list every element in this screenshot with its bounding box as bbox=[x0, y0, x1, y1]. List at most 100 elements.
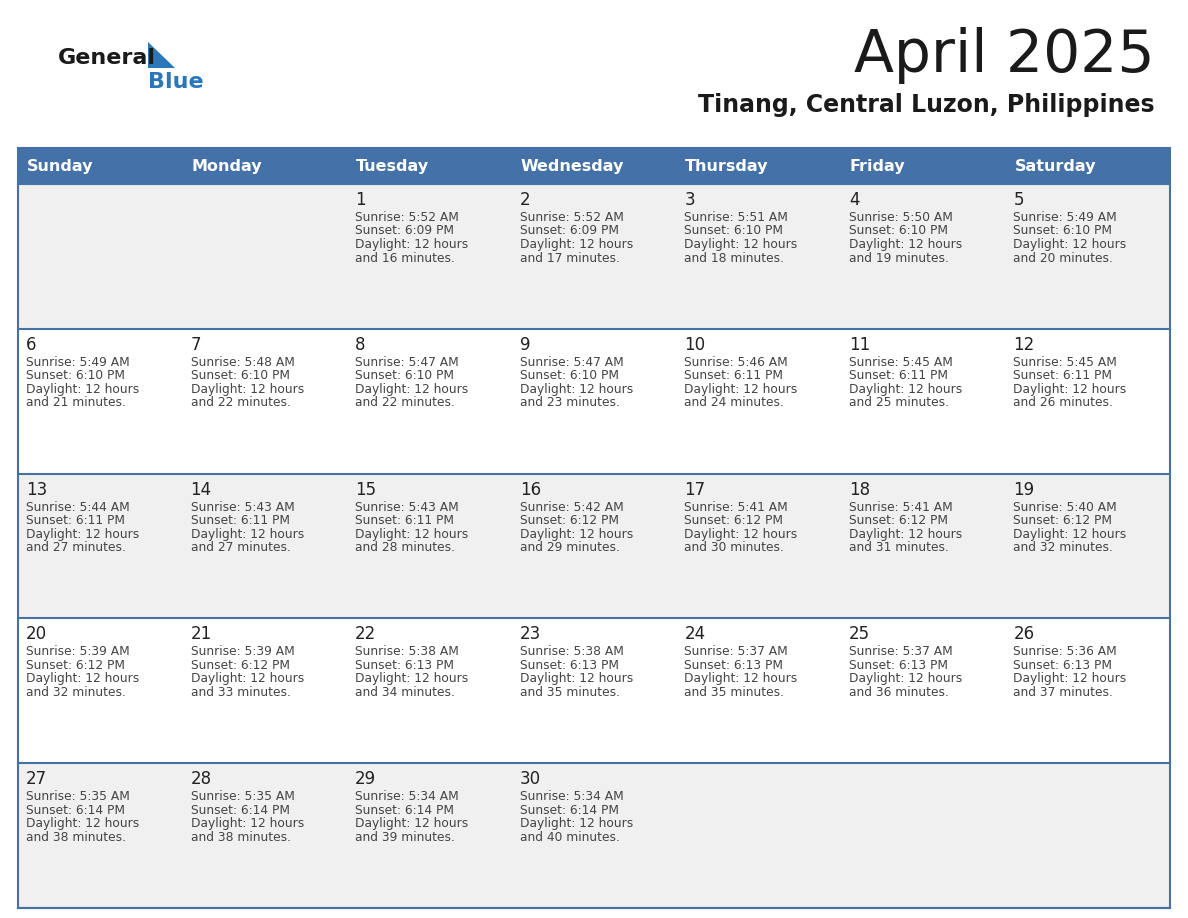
Text: Sunrise: 5:38 AM: Sunrise: 5:38 AM bbox=[355, 645, 459, 658]
Text: Sunrise: 5:41 AM: Sunrise: 5:41 AM bbox=[684, 500, 788, 513]
Text: 3: 3 bbox=[684, 191, 695, 209]
FancyBboxPatch shape bbox=[18, 329, 1170, 474]
Text: and 27 minutes.: and 27 minutes. bbox=[26, 541, 126, 554]
Text: and 18 minutes.: and 18 minutes. bbox=[684, 252, 784, 264]
Text: 9: 9 bbox=[519, 336, 530, 353]
Text: 20: 20 bbox=[26, 625, 48, 644]
Text: Daylight: 12 hours: Daylight: 12 hours bbox=[684, 528, 797, 541]
Text: Sunrise: 5:45 AM: Sunrise: 5:45 AM bbox=[1013, 356, 1117, 369]
Text: Sunrise: 5:46 AM: Sunrise: 5:46 AM bbox=[684, 356, 788, 369]
Text: Sunrise: 5:43 AM: Sunrise: 5:43 AM bbox=[190, 500, 295, 513]
Text: 4: 4 bbox=[849, 191, 859, 209]
Text: and 39 minutes.: and 39 minutes. bbox=[355, 831, 455, 844]
Text: Sunset: 6:14 PM: Sunset: 6:14 PM bbox=[190, 803, 290, 817]
Text: and 35 minutes.: and 35 minutes. bbox=[519, 686, 620, 699]
Text: 14: 14 bbox=[190, 481, 211, 498]
Text: Daylight: 12 hours: Daylight: 12 hours bbox=[849, 383, 962, 396]
Text: 10: 10 bbox=[684, 336, 706, 353]
Text: and 16 minutes.: and 16 minutes. bbox=[355, 252, 455, 264]
Text: Daylight: 12 hours: Daylight: 12 hours bbox=[519, 672, 633, 686]
FancyBboxPatch shape bbox=[18, 474, 1170, 619]
Text: Daylight: 12 hours: Daylight: 12 hours bbox=[1013, 383, 1126, 396]
Text: Sunrise: 5:50 AM: Sunrise: 5:50 AM bbox=[849, 211, 953, 224]
Text: 27: 27 bbox=[26, 770, 48, 789]
Text: Sunset: 6:12 PM: Sunset: 6:12 PM bbox=[519, 514, 619, 527]
Text: Daylight: 12 hours: Daylight: 12 hours bbox=[26, 383, 139, 396]
Text: and 20 minutes.: and 20 minutes. bbox=[1013, 252, 1113, 264]
Text: 25: 25 bbox=[849, 625, 870, 644]
Text: Sunrise: 5:41 AM: Sunrise: 5:41 AM bbox=[849, 500, 953, 513]
Text: Sunrise: 5:34 AM: Sunrise: 5:34 AM bbox=[355, 790, 459, 803]
Text: Daylight: 12 hours: Daylight: 12 hours bbox=[849, 238, 962, 251]
Text: Daylight: 12 hours: Daylight: 12 hours bbox=[1013, 672, 1126, 686]
Text: 24: 24 bbox=[684, 625, 706, 644]
Text: Friday: Friday bbox=[849, 159, 905, 174]
Text: Sunset: 6:14 PM: Sunset: 6:14 PM bbox=[519, 803, 619, 817]
Text: Sunset: 6:10 PM: Sunset: 6:10 PM bbox=[1013, 225, 1112, 238]
Text: Daylight: 12 hours: Daylight: 12 hours bbox=[190, 817, 304, 830]
Text: Sunrise: 5:37 AM: Sunrise: 5:37 AM bbox=[684, 645, 788, 658]
Text: Daylight: 12 hours: Daylight: 12 hours bbox=[26, 672, 139, 686]
Text: Daylight: 12 hours: Daylight: 12 hours bbox=[849, 528, 962, 541]
Text: Tuesday: Tuesday bbox=[356, 159, 429, 174]
Text: and 28 minutes.: and 28 minutes. bbox=[355, 541, 455, 554]
Text: Sunrise: 5:35 AM: Sunrise: 5:35 AM bbox=[190, 790, 295, 803]
Text: Daylight: 12 hours: Daylight: 12 hours bbox=[1013, 528, 1126, 541]
Text: Sunrise: 5:35 AM: Sunrise: 5:35 AM bbox=[26, 790, 129, 803]
Text: Monday: Monday bbox=[191, 159, 263, 174]
Text: Sunrise: 5:49 AM: Sunrise: 5:49 AM bbox=[1013, 211, 1117, 224]
Text: 13: 13 bbox=[26, 481, 48, 498]
Text: 1: 1 bbox=[355, 191, 366, 209]
Text: Sunset: 6:14 PM: Sunset: 6:14 PM bbox=[355, 803, 454, 817]
Text: Daylight: 12 hours: Daylight: 12 hours bbox=[684, 672, 797, 686]
Text: Sunset: 6:11 PM: Sunset: 6:11 PM bbox=[1013, 369, 1112, 382]
Text: and 29 minutes.: and 29 minutes. bbox=[519, 541, 620, 554]
Text: Daylight: 12 hours: Daylight: 12 hours bbox=[190, 672, 304, 686]
Text: Sunrise: 5:39 AM: Sunrise: 5:39 AM bbox=[26, 645, 129, 658]
Text: Sunrise: 5:37 AM: Sunrise: 5:37 AM bbox=[849, 645, 953, 658]
Text: Sunset: 6:13 PM: Sunset: 6:13 PM bbox=[1013, 659, 1112, 672]
Text: and 26 minutes.: and 26 minutes. bbox=[1013, 397, 1113, 409]
Text: Thursday: Thursday bbox=[685, 159, 769, 174]
Text: 15: 15 bbox=[355, 481, 377, 498]
Text: Sunset: 6:11 PM: Sunset: 6:11 PM bbox=[849, 369, 948, 382]
Text: and 22 minutes.: and 22 minutes. bbox=[190, 397, 290, 409]
Text: Sunrise: 5:38 AM: Sunrise: 5:38 AM bbox=[519, 645, 624, 658]
Text: and 24 minutes.: and 24 minutes. bbox=[684, 397, 784, 409]
Text: Sunrise: 5:44 AM: Sunrise: 5:44 AM bbox=[26, 500, 129, 513]
Text: 30: 30 bbox=[519, 770, 541, 789]
Text: 6: 6 bbox=[26, 336, 37, 353]
Text: and 30 minutes.: and 30 minutes. bbox=[684, 541, 784, 554]
Text: Daylight: 12 hours: Daylight: 12 hours bbox=[190, 383, 304, 396]
Text: and 40 minutes.: and 40 minutes. bbox=[519, 831, 620, 844]
Text: Sunrise: 5:52 AM: Sunrise: 5:52 AM bbox=[519, 211, 624, 224]
Text: Daylight: 12 hours: Daylight: 12 hours bbox=[684, 238, 797, 251]
Text: Sunrise: 5:48 AM: Sunrise: 5:48 AM bbox=[190, 356, 295, 369]
Text: Daylight: 12 hours: Daylight: 12 hours bbox=[355, 672, 468, 686]
Text: Daylight: 12 hours: Daylight: 12 hours bbox=[355, 383, 468, 396]
Text: Sunset: 6:10 PM: Sunset: 6:10 PM bbox=[519, 369, 619, 382]
Text: and 34 minutes.: and 34 minutes. bbox=[355, 686, 455, 699]
Text: Sunrise: 5:36 AM: Sunrise: 5:36 AM bbox=[1013, 645, 1117, 658]
Text: 18: 18 bbox=[849, 481, 870, 498]
Text: 5: 5 bbox=[1013, 191, 1024, 209]
Text: Sunset: 6:11 PM: Sunset: 6:11 PM bbox=[190, 514, 290, 527]
Text: General: General bbox=[58, 48, 156, 68]
Text: and 22 minutes.: and 22 minutes. bbox=[355, 397, 455, 409]
Text: Sunset: 6:10 PM: Sunset: 6:10 PM bbox=[190, 369, 290, 382]
Text: 29: 29 bbox=[355, 770, 377, 789]
Text: and 32 minutes.: and 32 minutes. bbox=[1013, 541, 1113, 554]
Text: Sunset: 6:10 PM: Sunset: 6:10 PM bbox=[355, 369, 454, 382]
Text: Sunset: 6:09 PM: Sunset: 6:09 PM bbox=[355, 225, 454, 238]
Text: Daylight: 12 hours: Daylight: 12 hours bbox=[26, 817, 139, 830]
Text: Daylight: 12 hours: Daylight: 12 hours bbox=[519, 817, 633, 830]
Text: Sunset: 6:11 PM: Sunset: 6:11 PM bbox=[684, 369, 783, 382]
Text: and 17 minutes.: and 17 minutes. bbox=[519, 252, 620, 264]
Text: Sunset: 6:14 PM: Sunset: 6:14 PM bbox=[26, 803, 125, 817]
Text: and 36 minutes.: and 36 minutes. bbox=[849, 686, 949, 699]
Polygon shape bbox=[148, 42, 175, 68]
Text: Sunrise: 5:39 AM: Sunrise: 5:39 AM bbox=[190, 645, 295, 658]
Text: Sunrise: 5:52 AM: Sunrise: 5:52 AM bbox=[355, 211, 459, 224]
Text: Sunrise: 5:45 AM: Sunrise: 5:45 AM bbox=[849, 356, 953, 369]
Text: Wednesday: Wednesday bbox=[520, 159, 624, 174]
